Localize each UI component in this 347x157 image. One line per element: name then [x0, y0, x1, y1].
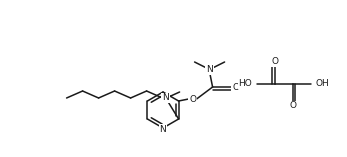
Text: O: O [271, 57, 279, 67]
Text: N: N [162, 94, 169, 103]
Text: N: N [206, 65, 213, 75]
Text: O: O [289, 101, 296, 111]
Text: N: N [160, 125, 166, 133]
Text: O: O [189, 95, 196, 103]
Text: O: O [232, 82, 239, 92]
Text: OH: OH [316, 79, 330, 89]
Text: HO: HO [238, 79, 252, 89]
